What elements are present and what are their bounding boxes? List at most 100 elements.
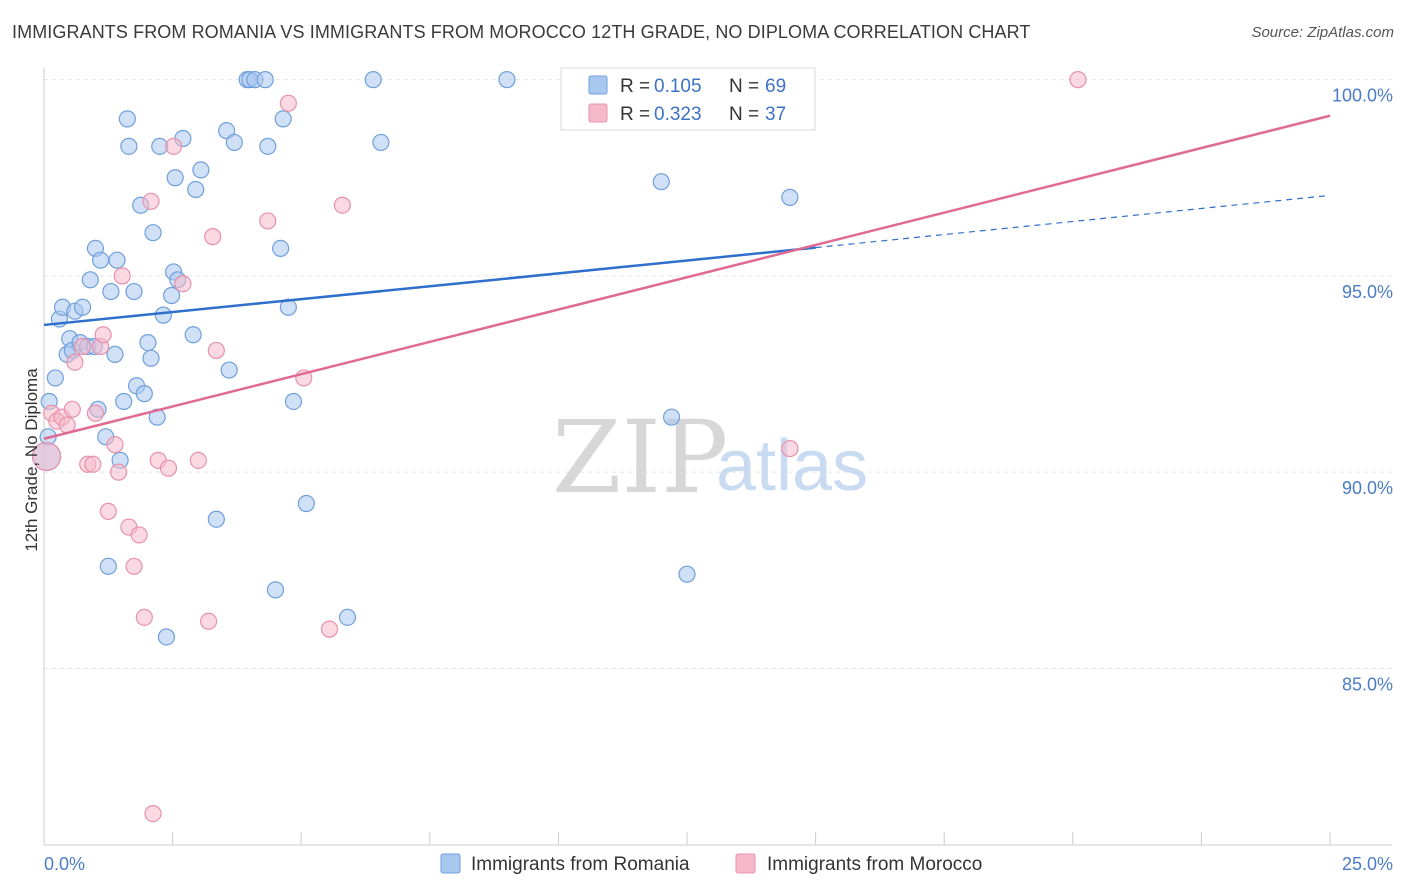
- chart-source: Source: ZipAtlas.com: [1251, 24, 1394, 41]
- chart-title: IMMIGRANTS FROM ROMANIA VS IMMIGRANTS FR…: [12, 22, 1031, 42]
- grid-layer: [44, 79, 1392, 669]
- morocco-point: [320, 620, 339, 638]
- morocco-point: [86, 404, 105, 422]
- romania-point: [220, 361, 238, 379]
- romania-point: [272, 239, 290, 257]
- morocco-point: [279, 94, 297, 112]
- romania-point: [364, 71, 382, 89]
- romania-point: [259, 137, 277, 155]
- romania-trend-extension: [815, 194, 1331, 249]
- morocco-point: [142, 192, 160, 210]
- x-tick-label: 0.0%: [44, 854, 85, 874]
- romania-point: [81, 271, 99, 289]
- romania-point: [187, 180, 205, 199]
- legend-r-label-morocco: R =: [620, 104, 650, 125]
- romania-point: [73, 298, 92, 316]
- y-axis-label: 12th Grade, No Diploma: [22, 368, 41, 552]
- morocco-point: [31, 441, 62, 472]
- morocco-point: [174, 275, 192, 293]
- romania-point: [225, 133, 243, 152]
- morocco-trend-line: [43, 114, 1331, 440]
- morocco-point: [125, 557, 143, 575]
- romania-point: [91, 251, 110, 269]
- romania-point: [118, 110, 136, 128]
- morocco-point: [63, 400, 81, 418]
- y-tick-label: 85.0%: [1342, 674, 1393, 694]
- watermark-atlas: atlas: [716, 426, 868, 506]
- morocco-point: [207, 341, 225, 360]
- morocco-point: [135, 608, 153, 626]
- morocco-point: [109, 463, 128, 481]
- romania-point: [652, 173, 670, 191]
- romania-trend-line: [43, 246, 816, 327]
- legend-r-value-romania: 0.105: [654, 76, 702, 97]
- legend-n-value-morocco: 37: [765, 104, 786, 125]
- romania-point: [135, 385, 153, 403]
- y-tick-label: 95.0%: [1342, 282, 1393, 302]
- romania-point: [157, 628, 176, 646]
- romania-point: [781, 188, 799, 206]
- bottom-legend-romania: Immigrants from Romania: [471, 854, 690, 875]
- romania-point: [192, 161, 210, 179]
- romania-point: [266, 581, 285, 599]
- romania-point: [207, 510, 225, 528]
- legend-swatch-romania: [588, 75, 608, 95]
- morocco-point: [165, 137, 183, 155]
- morocco-point: [106, 436, 124, 454]
- romania-point: [184, 326, 202, 344]
- romania-point: [108, 251, 126, 269]
- morocco-point: [130, 526, 148, 544]
- morocco-point: [200, 612, 218, 630]
- romania-point: [115, 392, 133, 411]
- romania-point: [166, 169, 184, 187]
- romania-point: [125, 282, 143, 301]
- romania-point: [106, 345, 124, 363]
- legend-n-value-romania: 69: [765, 76, 786, 97]
- points-layer: [31, 71, 1087, 823]
- legend-swatch-morocco: [588, 103, 608, 123]
- romania-point: [662, 408, 681, 426]
- romania-point: [256, 71, 274, 89]
- romania-point: [142, 349, 160, 367]
- y-tick-label: 100.0%: [1332, 86, 1393, 106]
- morocco-point: [99, 502, 117, 520]
- x-tick-label: 25.0%: [1342, 854, 1393, 874]
- morocco-point: [259, 212, 277, 230]
- legend-r-label-romania: R =: [620, 76, 650, 97]
- romania-point: [338, 608, 357, 626]
- morocco-point: [113, 267, 131, 285]
- stats-legend: R = 0.105 N = 69 R = 0.323 N = 37: [560, 67, 816, 131]
- legend-n-label-morocco: N =: [729, 104, 759, 125]
- romania-point: [284, 392, 303, 411]
- morocco-point: [1069, 71, 1087, 89]
- bottom-legend-morocco: Immigrants from Morocco: [767, 854, 982, 875]
- romania-point: [678, 565, 696, 583]
- tick-labels: 85.0% 90.0% 95.0% 100.0% 0.0% 25.0%: [44, 86, 1393, 874]
- watermark: ZIP atlas: [552, 399, 868, 516]
- romania-point: [154, 306, 172, 324]
- romania-point: [372, 133, 390, 152]
- morocco-point: [84, 455, 102, 473]
- romania-point: [139, 334, 157, 352]
- romania-point: [498, 71, 516, 89]
- romania-point: [102, 282, 120, 301]
- y-tick-label: 90.0%: [1342, 478, 1393, 498]
- romania-point: [144, 224, 162, 242]
- romania-point: [120, 137, 138, 155]
- legend-r-value-morocco: 0.323: [654, 104, 702, 125]
- morocco-point: [94, 326, 112, 344]
- bottom-swatch-morocco: [735, 853, 756, 874]
- trend-layer: [43, 114, 1331, 440]
- romania-point: [46, 369, 64, 387]
- romania-point: [99, 557, 117, 575]
- bottom-swatch-romania: [440, 853, 461, 874]
- legend-n-label-romania: N =: [729, 76, 759, 97]
- romania-point: [297, 494, 315, 513]
- morocco-point: [159, 459, 178, 477]
- romania-point: [162, 286, 181, 305]
- morocco-point: [189, 451, 207, 469]
- romania-point: [274, 110, 292, 128]
- morocco-point: [73, 337, 92, 356]
- morocco-point: [144, 804, 162, 823]
- morocco-point: [781, 439, 799, 458]
